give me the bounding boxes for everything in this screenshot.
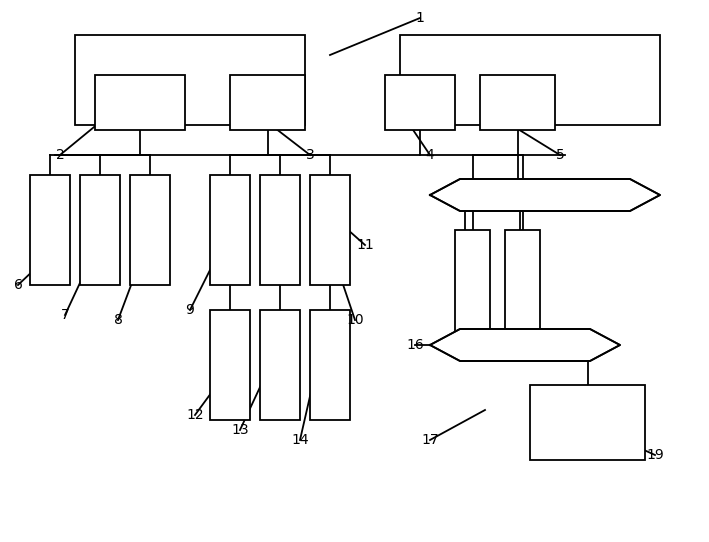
Text: 19: 19 (646, 448, 664, 462)
Bar (310, 310, 350, 420)
Bar (260, 310, 300, 420)
Bar (310, 175, 350, 285)
Bar (95, 75, 185, 130)
Bar (480, 75, 555, 130)
Text: 16: 16 (406, 338, 424, 352)
Text: 4: 4 (425, 148, 435, 162)
Text: 8: 8 (113, 313, 123, 327)
Bar (455, 230, 490, 340)
Text: 6: 6 (13, 278, 23, 292)
Bar (80, 175, 120, 285)
Text: 5: 5 (556, 148, 564, 162)
Bar (210, 310, 250, 420)
Bar (400, 35, 660, 125)
Text: 12: 12 (186, 408, 203, 422)
Polygon shape (430, 179, 660, 211)
Text: 14: 14 (291, 433, 309, 447)
Polygon shape (430, 329, 620, 361)
Text: 9: 9 (186, 303, 194, 317)
Bar (385, 75, 455, 130)
Bar (30, 175, 70, 285)
Text: 2: 2 (55, 148, 65, 162)
Bar (260, 175, 300, 285)
Bar (230, 75, 305, 130)
Text: 10: 10 (346, 313, 364, 327)
Text: 13: 13 (231, 423, 249, 437)
Bar (210, 175, 250, 285)
Bar (505, 230, 540, 340)
Text: 11: 11 (356, 238, 374, 252)
Bar (130, 175, 170, 285)
Text: 3: 3 (306, 148, 314, 162)
Bar (75, 35, 305, 125)
Text: 1: 1 (415, 11, 425, 25)
Text: 17: 17 (421, 433, 439, 447)
Bar (530, 385, 645, 460)
Text: 7: 7 (61, 308, 69, 322)
